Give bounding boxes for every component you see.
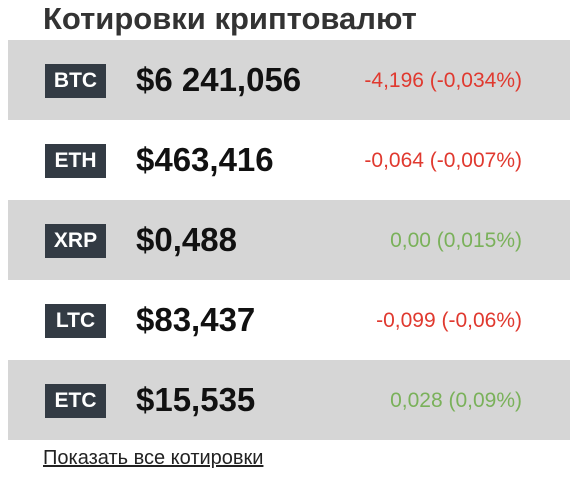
- quote-row-xrp: XRP $0,488 0,00 (0,015%): [8, 200, 570, 280]
- price-change: -0,099 (-0,06%): [376, 309, 522, 332]
- price-value: $463,416: [136, 141, 274, 178]
- ticker-badge: LTC: [45, 304, 106, 338]
- widget-title: Котировки криптовалют: [43, 1, 417, 36]
- ticker-badge: XRP: [45, 224, 106, 258]
- price-change: -4,196 (-0,034%): [364, 69, 522, 92]
- price-value: $15,535: [136, 381, 256, 418]
- quote-row-btc: BTC $6 241,056 -4,196 (-0,034%): [8, 40, 570, 120]
- price-value: $0,488: [136, 221, 237, 258]
- quotes-list: BTC $6 241,056 -4,196 (-0,034%) ETH $463…: [8, 40, 570, 440]
- price-value: $83,437: [136, 301, 256, 338]
- quote-row-etc: ETC $15,535 0,028 (0,09%): [8, 360, 570, 440]
- price-change: 0,028 (0,09%): [390, 389, 522, 412]
- quote-row-ltc: LTC $83,437 -0,099 (-0,06%): [8, 280, 570, 360]
- price-value: $6 241,056: [136, 61, 302, 98]
- show-all-quotes-link[interactable]: Показать все котировки: [43, 447, 264, 469]
- ticker-badge: ETC: [45, 384, 106, 418]
- ticker-badge: BTC: [45, 64, 106, 98]
- ticker-badge: ETH: [45, 144, 106, 178]
- quote-row-eth: ETH $463,416 -0,064 (-0,007%): [8, 120, 570, 200]
- price-change: -0,064 (-0,007%): [364, 149, 522, 172]
- price-change: 0,00 (0,015%): [390, 229, 522, 252]
